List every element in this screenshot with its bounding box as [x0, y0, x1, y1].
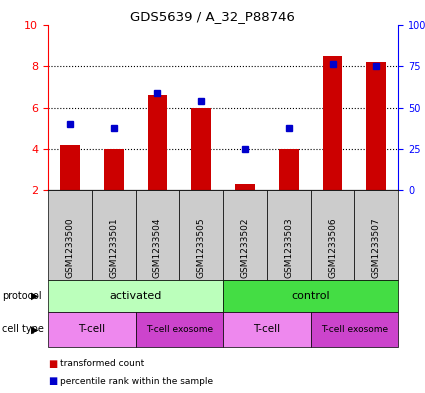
Text: GSM1233503: GSM1233503	[284, 217, 293, 278]
Text: GSM1233501: GSM1233501	[109, 217, 118, 278]
Bar	[366, 62, 386, 190]
Bar	[60, 145, 80, 190]
Text: GSM1233504: GSM1233504	[153, 217, 162, 278]
Bar	[323, 56, 343, 190]
Text: GSM1233500: GSM1233500	[65, 217, 74, 278]
Text: percentile rank within the sample: percentile rank within the sample	[60, 377, 212, 386]
Bar	[235, 184, 255, 190]
Text: T-cell: T-cell	[78, 324, 105, 334]
Text: transformed count: transformed count	[60, 359, 144, 368]
Text: control: control	[292, 291, 330, 301]
Text: T-cell: T-cell	[253, 324, 280, 334]
Text: GSM1233502: GSM1233502	[241, 217, 249, 278]
Text: ■: ■	[48, 358, 57, 369]
Text: GSM1233506: GSM1233506	[328, 217, 337, 278]
Text: GDS5639 / A_32_P88746: GDS5639 / A_32_P88746	[130, 10, 295, 23]
Bar	[104, 149, 124, 190]
Text: activated: activated	[109, 291, 162, 301]
Text: T-cell exosome: T-cell exosome	[321, 325, 388, 334]
Text: GSM1233505: GSM1233505	[197, 217, 206, 278]
Text: GSM1233507: GSM1233507	[372, 217, 381, 278]
Text: ■: ■	[48, 376, 57, 386]
Bar	[191, 108, 211, 190]
Text: protocol: protocol	[2, 291, 42, 301]
Text: T-cell exosome: T-cell exosome	[146, 325, 213, 334]
Text: ▶: ▶	[31, 324, 39, 334]
Text: cell type: cell type	[2, 324, 44, 334]
Bar	[279, 149, 299, 190]
Text: ▶: ▶	[31, 291, 39, 301]
Bar	[147, 95, 167, 190]
